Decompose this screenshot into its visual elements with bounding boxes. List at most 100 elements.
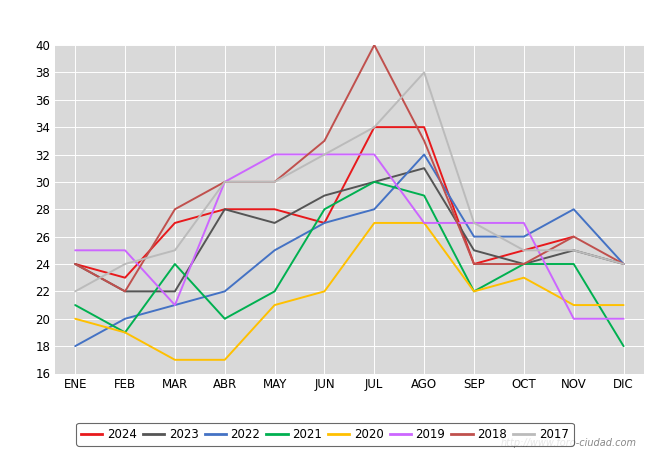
2022 xyxy=(121,316,129,321)
2022 xyxy=(619,261,627,267)
2023 xyxy=(470,248,478,253)
2024 xyxy=(470,261,478,267)
2017 xyxy=(421,70,428,75)
2018 xyxy=(421,138,428,144)
2020 xyxy=(470,289,478,294)
2024 xyxy=(171,220,179,225)
2019 xyxy=(72,248,79,253)
2017 xyxy=(619,261,627,267)
2020 xyxy=(221,357,229,363)
2021 xyxy=(619,343,627,349)
2018 xyxy=(171,207,179,212)
2017 xyxy=(470,220,478,225)
2023 xyxy=(320,193,328,198)
2024 xyxy=(121,275,129,280)
2017 xyxy=(370,124,378,130)
2023 xyxy=(270,220,278,225)
2017 xyxy=(72,289,79,294)
2021 xyxy=(171,261,179,267)
2020 xyxy=(619,302,627,308)
2024 xyxy=(221,207,229,212)
2018 xyxy=(520,261,528,267)
2023 xyxy=(619,261,627,267)
2019 xyxy=(121,248,129,253)
2022 xyxy=(520,234,528,239)
2020 xyxy=(171,357,179,363)
Text: http://www.foro-ciudad.com: http://www.foro-ciudad.com xyxy=(501,438,637,448)
2019 xyxy=(470,220,478,225)
2022 xyxy=(570,207,578,212)
2020 xyxy=(370,220,378,225)
2020 xyxy=(570,302,578,308)
2024 xyxy=(270,207,278,212)
2019 xyxy=(421,220,428,225)
2024 xyxy=(320,220,328,225)
2023 xyxy=(171,289,179,294)
2019 xyxy=(270,152,278,157)
2024 xyxy=(570,234,578,239)
Line: 2022: 2022 xyxy=(75,154,623,346)
2019 xyxy=(520,220,528,225)
Line: 2019: 2019 xyxy=(75,154,623,319)
Line: 2021: 2021 xyxy=(75,182,623,346)
2019 xyxy=(171,302,179,308)
2021 xyxy=(270,289,278,294)
Line: 2017: 2017 xyxy=(75,72,623,292)
2020 xyxy=(72,316,79,321)
2022 xyxy=(270,248,278,253)
2017 xyxy=(520,248,528,253)
Line: 2024: 2024 xyxy=(75,127,574,278)
2023 xyxy=(221,207,229,212)
2019 xyxy=(370,152,378,157)
2017 xyxy=(270,179,278,184)
2021 xyxy=(370,179,378,184)
2023 xyxy=(570,248,578,253)
2020 xyxy=(121,330,129,335)
2017 xyxy=(121,261,129,267)
Line: 2018: 2018 xyxy=(75,45,623,292)
2024 xyxy=(72,261,79,267)
2019 xyxy=(221,179,229,184)
2018 xyxy=(570,234,578,239)
2022 xyxy=(320,220,328,225)
2024 xyxy=(421,124,428,130)
2023 xyxy=(72,261,79,267)
2018 xyxy=(270,179,278,184)
2023 xyxy=(421,166,428,171)
2021 xyxy=(470,289,478,294)
2018 xyxy=(121,289,129,294)
2018 xyxy=(320,138,328,144)
2022 xyxy=(421,152,428,157)
2019 xyxy=(619,316,627,321)
2021 xyxy=(570,261,578,267)
2018 xyxy=(619,261,627,267)
Line: 2023: 2023 xyxy=(75,168,623,292)
2021 xyxy=(121,330,129,335)
2020 xyxy=(520,275,528,280)
2021 xyxy=(320,207,328,212)
2021 xyxy=(221,316,229,321)
2022 xyxy=(221,289,229,294)
2021 xyxy=(72,302,79,308)
Legend: 2024, 2023, 2022, 2021, 2020, 2019, 2018, 2017: 2024, 2023, 2022, 2021, 2020, 2019, 2018… xyxy=(77,423,573,446)
2022 xyxy=(470,234,478,239)
2017 xyxy=(171,248,179,253)
2018 xyxy=(72,261,79,267)
2020 xyxy=(421,220,428,225)
2022 xyxy=(171,302,179,308)
2018 xyxy=(470,261,478,267)
2024 xyxy=(370,124,378,130)
2022 xyxy=(72,343,79,349)
2018 xyxy=(221,179,229,184)
2021 xyxy=(520,261,528,267)
2020 xyxy=(270,302,278,308)
Text: Afiliados en El Cabaco a 30/11/2024: Afiliados en El Cabaco a 30/11/2024 xyxy=(180,10,470,26)
2019 xyxy=(570,316,578,321)
2023 xyxy=(520,261,528,267)
2017 xyxy=(221,179,229,184)
2021 xyxy=(421,193,428,198)
2023 xyxy=(370,179,378,184)
2019 xyxy=(320,152,328,157)
2017 xyxy=(320,152,328,157)
2017 xyxy=(570,248,578,253)
